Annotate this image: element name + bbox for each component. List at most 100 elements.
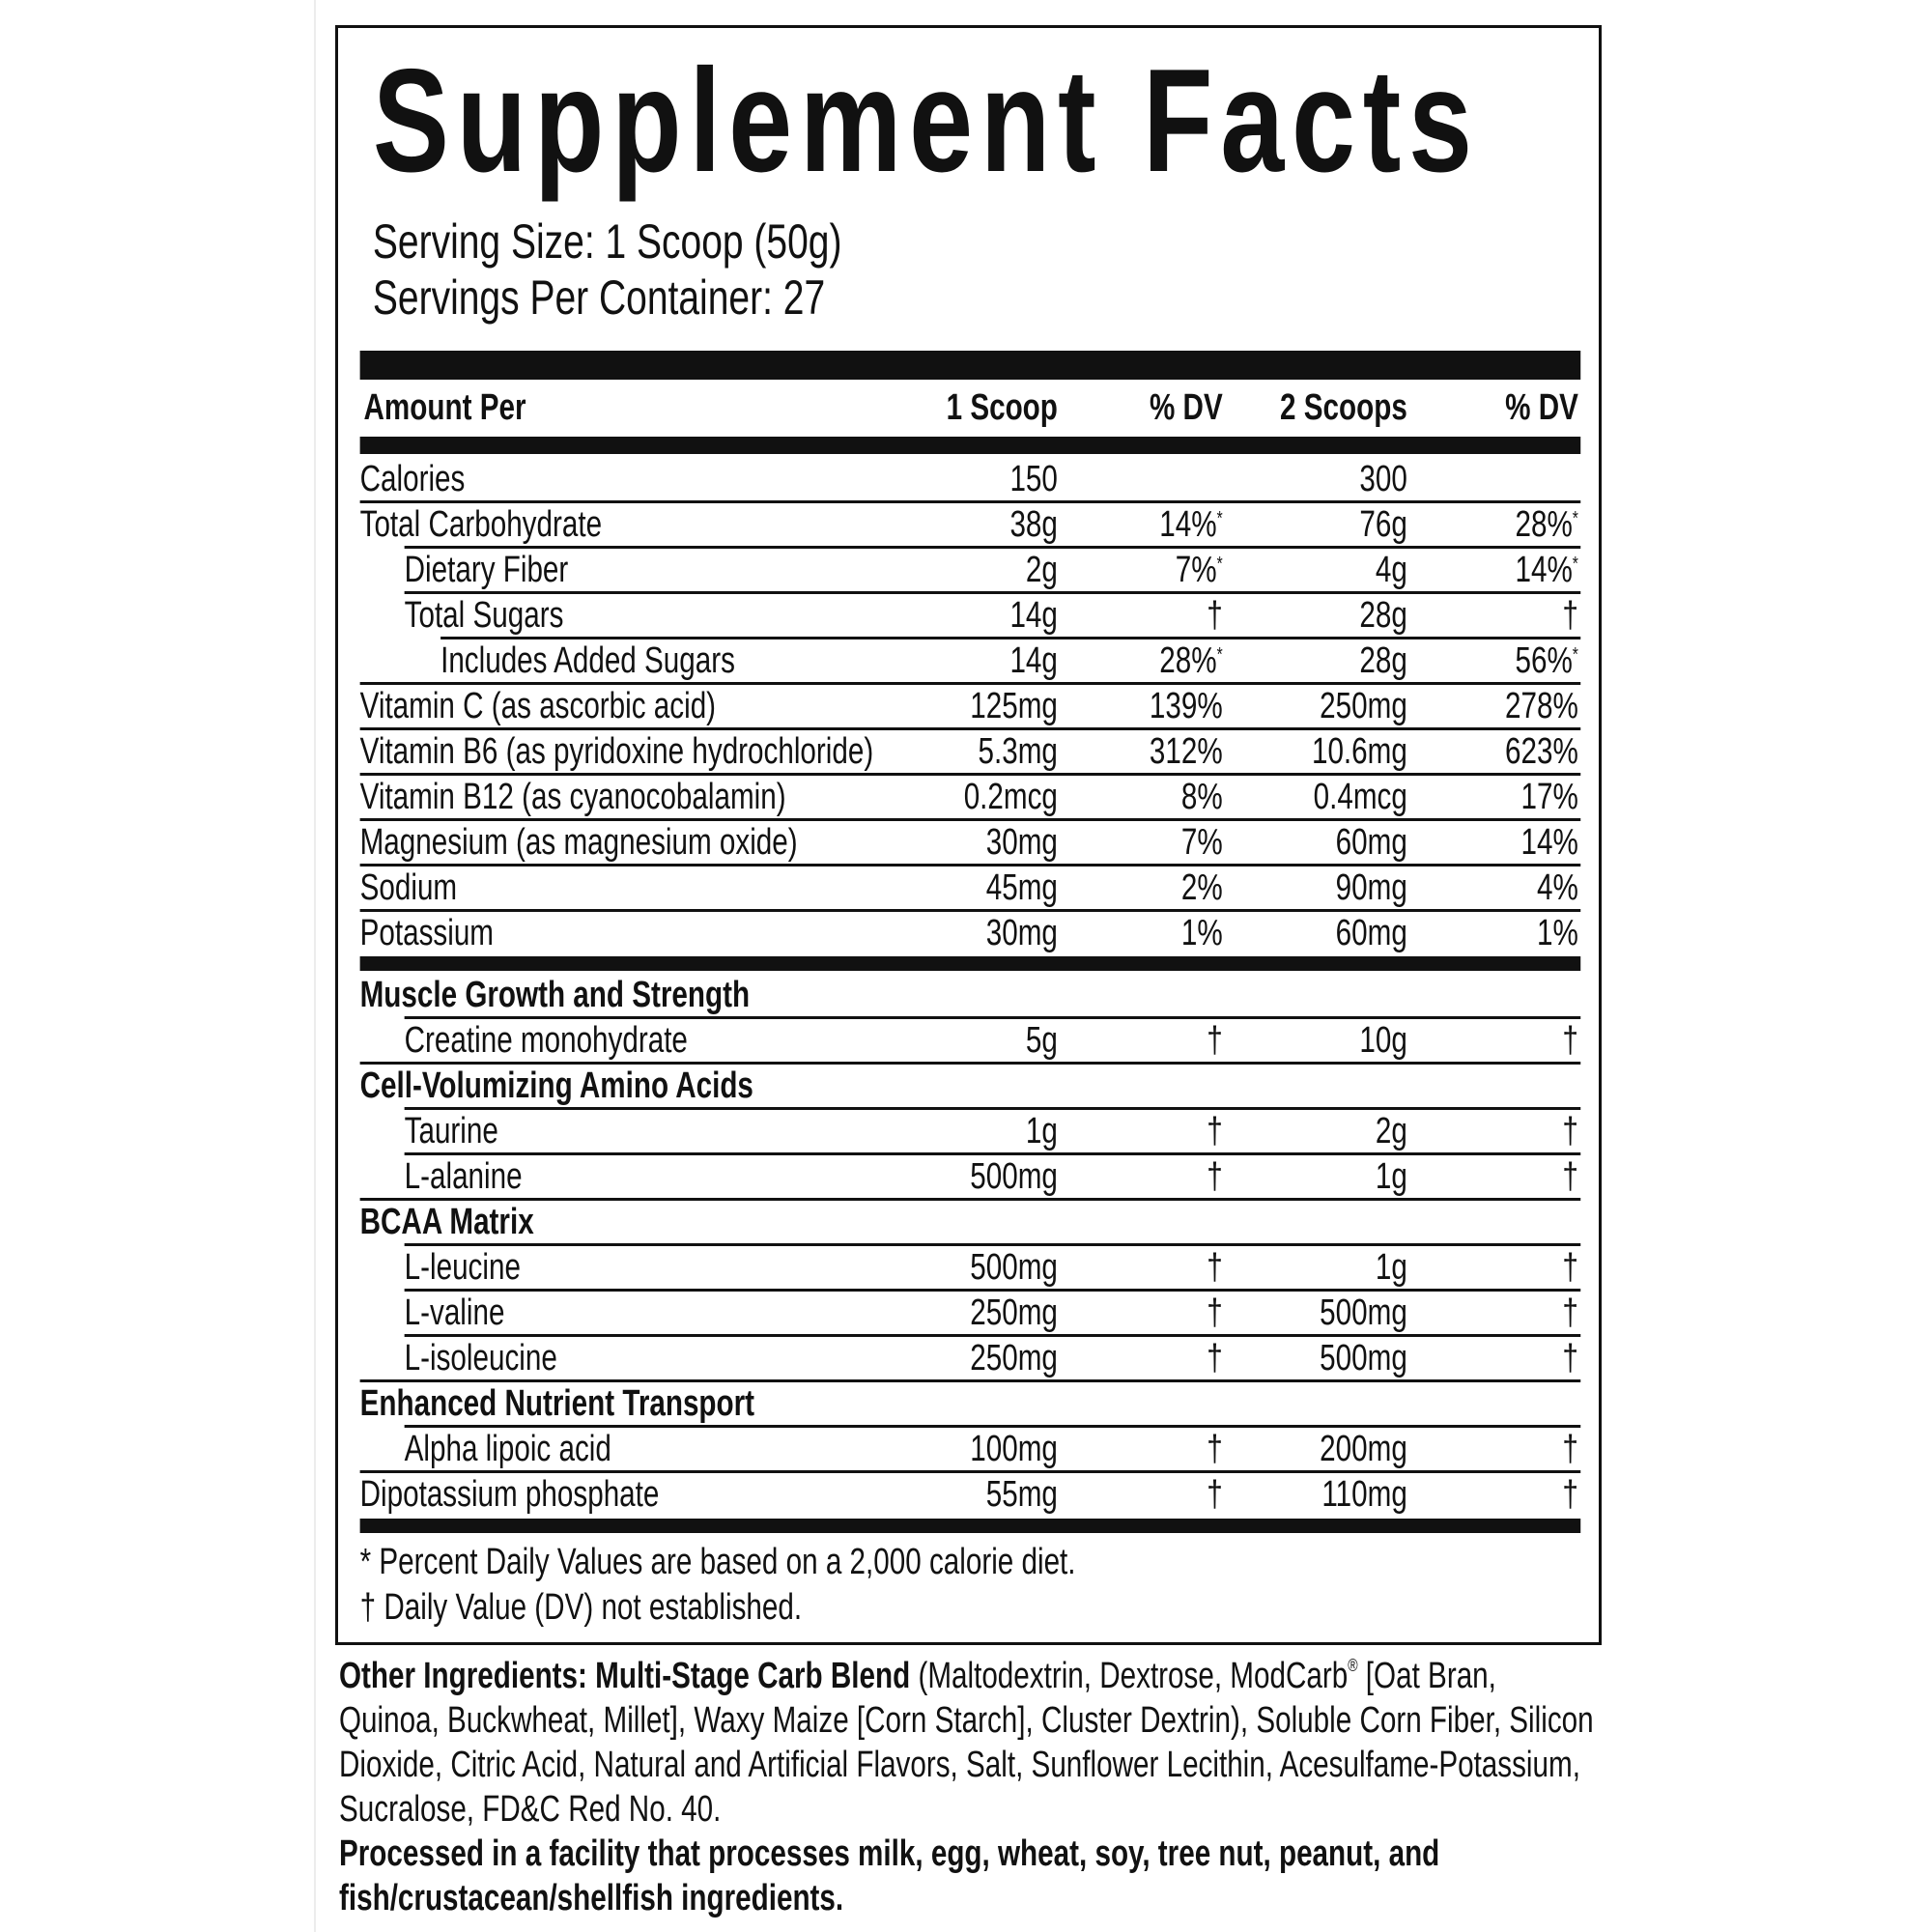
dv-2-scoops: 56%* — [1515, 640, 1578, 681]
dv-1-scoop: † — [1207, 1156, 1223, 1197]
nutrient-name: L-valine — [404, 1293, 505, 1333]
registered-mark: ® — [1348, 1656, 1358, 1675]
allergen-statement: Processed in a facility that processes m… — [339, 1833, 1440, 1918]
blend-heading-row: BCAA Matrix — [338, 1198, 1599, 1245]
thick-divider — [359, 437, 1581, 454]
nutrient-row: Vitamin B6 (as pyridoxine hydrochloride)… — [338, 727, 1599, 775]
dv-2-scoops: † — [1562, 1338, 1578, 1378]
row-divider — [359, 773, 1581, 776]
row-divider — [359, 682, 1581, 685]
amount-1-scoop: 250mg — [970, 1338, 1058, 1378]
blend-name: Muscle Growth and Strength — [359, 975, 751, 1015]
header-amount-per: Amount Per — [363, 387, 526, 428]
amount-1-scoop: 30mg — [985, 913, 1058, 953]
row-divider — [404, 1243, 1581, 1246]
asterisk-mark: * — [1216, 508, 1223, 529]
nutrient-row: Dipotassium phosphate 55mg † 110mg † — [338, 1470, 1599, 1518]
amount-1-scoop: 1g — [1025, 1111, 1058, 1151]
dv-2-scoops: † — [1562, 1111, 1578, 1151]
amount-2-scoops: 200mg — [1320, 1429, 1407, 1469]
dv-1-scoop: † — [1207, 1338, 1223, 1378]
row-divider — [359, 1062, 1581, 1065]
nutrient-row: L-valine 250mg † 500mg † — [338, 1289, 1599, 1336]
amount-2-scoops: 60mg — [1335, 913, 1407, 953]
row-divider — [404, 1334, 1581, 1337]
dv-1-scoop: 8% — [1180, 777, 1223, 817]
dv-2-scoops: † — [1562, 1247, 1578, 1288]
amount-2-scoops: 0.4mcg — [1313, 777, 1407, 817]
nutrient-row: Sodium 45mg 2% 90mg 4% — [338, 864, 1599, 911]
dv-1-scoop: 28%* — [1159, 640, 1223, 681]
amount-2-scoops: 4g — [1375, 550, 1407, 590]
ingredients-text-continued: [Oat Bran, Quinoa, Buckwheat, Millet], W… — [339, 1656, 1594, 1830]
blend-heading-row: Enhanced Nutrient Transport — [338, 1379, 1599, 1427]
dv-1-scoop: 139% — [1149, 686, 1223, 726]
amount-1-scoop: 250mg — [970, 1293, 1058, 1333]
asterisk-mark: * — [1572, 644, 1578, 666]
amount-1-scoop: 14g — [1009, 640, 1058, 681]
dv-2-scoops: † — [1562, 1293, 1578, 1333]
amount-1-scoop: 38g — [1009, 504, 1058, 545]
nutrient-name: Total Sugars — [404, 595, 564, 636]
amount-2-scoops: 28g — [1359, 595, 1407, 636]
dv-1-scoop: † — [1207, 1429, 1223, 1469]
nutrient-row: Vitamin C (as ascorbic acid) 125mg 139% 250… — [338, 682, 1599, 729]
nutrient-name: Calories — [359, 459, 466, 499]
row-divider — [404, 1016, 1581, 1019]
dv-1-scoop: † — [1207, 1293, 1223, 1333]
asterisk-mark: * — [1216, 554, 1223, 575]
footnote-daily-values: * Percent Daily Values are based on a 2,… — [359, 1542, 1076, 1582]
row-divider — [404, 1289, 1581, 1292]
row-divider — [359, 727, 1581, 730]
amount-2-scoops: 110mg — [1321, 1474, 1407, 1515]
dv-2-scoops: † — [1562, 1474, 1578, 1515]
blend-name: Cell-Volumizing Amino Acids — [359, 1065, 753, 1106]
nutrient-row: L-leucine 500mg † 1g † — [338, 1243, 1599, 1291]
nutrient-name: Taurine — [404, 1111, 498, 1151]
panel-title: Supplement Facts — [372, 39, 1480, 203]
row-divider — [359, 818, 1581, 821]
amount-1-scoop: 5.3mg — [978, 731, 1058, 772]
asterisk-mark: * — [1572, 508, 1578, 529]
nutrient-name: Includes Added Sugars — [440, 640, 735, 681]
header-dv-1: % DV — [1149, 387, 1223, 428]
dv-1-scoop: 1% — [1180, 913, 1223, 953]
amount-2-scoops: 250mg — [1320, 686, 1407, 726]
nutrient-row: Total Carbohydrate 38g 14%* 76g 28%* — [338, 500, 1599, 548]
nutrient-name: Vitamin B6 (as pyridoxine hydrochloride) — [359, 731, 874, 772]
nutrient-name: Sodium — [359, 867, 458, 908]
amount-1-scoop: 14g — [1009, 595, 1058, 636]
dv-2-scoops: 14% — [1520, 822, 1578, 863]
dv-2-scoops: 17% — [1520, 777, 1578, 817]
dv-1-scoop: 2% — [1180, 867, 1223, 908]
nutrient-row: Dietary Fiber 2g 7%* 4g 14%* — [338, 546, 1599, 593]
page-edge-divider — [314, 0, 316, 1932]
header-dv-2: % DV — [1505, 387, 1578, 428]
amount-1-scoop: 2g — [1025, 550, 1058, 590]
dv-2-scoops: 28%* — [1515, 504, 1578, 545]
thick-divider — [359, 956, 1581, 971]
column-header-row: Amount Per 1 Scoop % DV 2 Scoops % DV — [338, 385, 1599, 431]
dv-2-scoops: 278% — [1505, 686, 1578, 726]
amount-2-scoops: 2g — [1375, 1111, 1407, 1151]
thick-divider — [359, 1519, 1581, 1533]
dv-1-scoop: † — [1207, 1020, 1223, 1061]
amount-2-scoops: 1g — [1375, 1156, 1407, 1197]
carb-blend-name: Multi-Stage Carb Blend — [595, 1656, 911, 1696]
nutrient-row: Total Sugars 14g † 28g † — [338, 591, 1599, 639]
nutrient-row: Includes Added Sugars 14g 28%* 28g 56%* — [338, 637, 1599, 684]
row-divider — [404, 1152, 1581, 1155]
thick-divider — [359, 351, 1581, 380]
row-divider — [359, 909, 1581, 912]
dv-2-scoops: 623% — [1505, 731, 1578, 772]
nutrient-row: Magnesium (as magnesium oxide) 30mg 7% 60mg… — [338, 818, 1599, 866]
serving-size: Serving Size: 1 Scoop (50g) — [372, 214, 842, 269]
amount-1-scoop: 0.2mcg — [963, 777, 1058, 817]
dv-2-scoops: 1% — [1537, 913, 1578, 953]
row-divider — [359, 864, 1581, 867]
blend-name: Enhanced Nutrient Transport — [359, 1383, 755, 1424]
dv-2-scoops: 14%* — [1515, 550, 1578, 590]
dv-1-scoop: † — [1207, 1111, 1223, 1151]
amount-1-scoop: 125mg — [970, 686, 1058, 726]
dv-1-scoop: † — [1207, 595, 1223, 636]
